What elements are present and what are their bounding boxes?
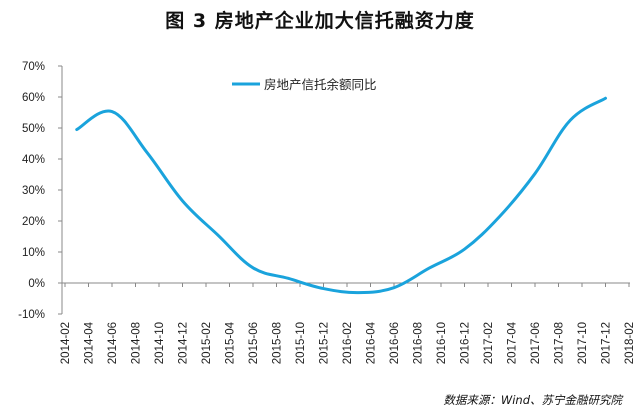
x-tick-label: 2016-04 — [366, 321, 378, 364]
x-tick-label: 2017-04 — [507, 321, 519, 364]
x-tick-label: 2014-08 — [131, 322, 143, 364]
x-tick-label: 2016-08 — [413, 322, 425, 364]
source-note: 数据来源：Wind、苏宁金融研究院 — [443, 393, 623, 407]
x-tick-label: 2015-08 — [272, 322, 284, 364]
chart-axes: 70% 60% 50% 40% 30% 20% 10% 0% -10% 2014-02 2014-0… — [18, 61, 636, 364]
x-tick-label: 2014-10 — [154, 322, 166, 364]
y-tick-label: 50% — [22, 123, 45, 135]
x-tick-label: 2016-10 — [436, 322, 448, 364]
x-tick-label: 2016-02 — [342, 322, 354, 364]
x-tick-label: 2015-06 — [248, 322, 260, 364]
chart-series-layer — [75, 96, 607, 295]
series-line — [75, 96, 607, 295]
y-tick-label: 20% — [22, 216, 45, 228]
x-tick-label: 2014-06 — [107, 322, 119, 364]
y-tick-label: 70% — [22, 61, 45, 73]
x-tick-label: 2014-02 — [60, 322, 72, 364]
x-tick-label: 2017-06 — [530, 322, 542, 364]
x-tick-label: 2015-04 — [225, 321, 237, 364]
x-tick-label: 2017-02 — [483, 322, 495, 364]
x-tick-label: 2014-12 — [178, 322, 190, 364]
x-tick-label: 2017-10 — [577, 322, 589, 364]
y-tick-label: 10% — [22, 247, 45, 259]
y-tick-label: 40% — [22, 154, 45, 166]
figure-title: 图 3 房地产企业加大信托融资力度 — [165, 10, 475, 32]
chart-legend: 房地产信托余额同比 — [232, 77, 377, 92]
x-tick-label: 2016-12 — [460, 322, 472, 364]
y-tick-label: 60% — [22, 92, 45, 104]
x-tick-label: 2017-12 — [601, 322, 613, 364]
x-tick-label: 2017-08 — [554, 322, 566, 364]
x-tick-label: 2015-02 — [201, 322, 213, 364]
x-tick-label: 2018-02 — [624, 322, 636, 364]
legend-label: 房地产信托余额同比 — [264, 77, 377, 92]
x-tick-label: 2016-06 — [389, 322, 401, 364]
y-tick-label: 0% — [28, 278, 45, 290]
x-tick-label: 2015-12 — [319, 322, 331, 364]
y-tick-label: -10% — [18, 309, 45, 321]
x-tick-label: 2014-04 — [84, 321, 96, 364]
y-tick-label: 30% — [22, 185, 45, 197]
x-tick-label: 2015-10 — [295, 322, 307, 364]
